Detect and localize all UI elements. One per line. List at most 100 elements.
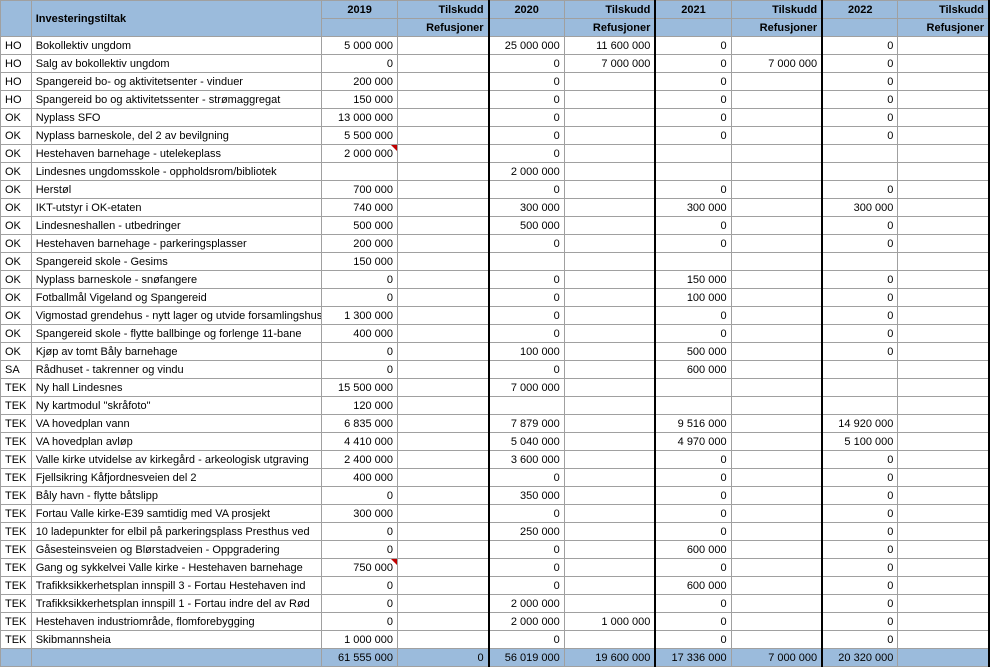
r2022-cell: [898, 271, 989, 289]
total-r2022: [898, 649, 989, 667]
dept-cell: OK: [1, 145, 32, 163]
dept-cell: OK: [1, 289, 32, 307]
r2021-cell: [731, 451, 822, 469]
dept-cell: TEK: [1, 415, 32, 433]
year-2019: 2019: [322, 1, 398, 19]
v2021-cell: 150 000: [655, 271, 731, 289]
v2020-cell: 350 000: [489, 487, 565, 505]
v2022-cell: 0: [822, 325, 898, 343]
r2019-cell: [398, 91, 489, 109]
name-cell: Trafikksikkerhetsplan innspill 3 - Forta…: [31, 577, 322, 595]
r2020-cell: [564, 523, 655, 541]
r2021-cell: [731, 541, 822, 559]
r2020-cell: [564, 91, 655, 109]
name-cell: Vigmostad grendehus - nytt lager og utvi…: [31, 307, 322, 325]
v2022-cell: 14 920 000: [822, 415, 898, 433]
r2019-cell: [398, 559, 489, 577]
table-row: OKNyplass barneskole - snøfangere00150 0…: [1, 271, 990, 289]
r2022-cell: [898, 523, 989, 541]
v2021-cell: 9 516 000: [655, 415, 731, 433]
r2019-cell: [398, 433, 489, 451]
v2019-cell: 700 000: [322, 181, 398, 199]
table-row: TEKGåsesteinsveien og Blørstadveien - Op…: [1, 541, 990, 559]
r2019-cell: [398, 55, 489, 73]
r2021-cell: [731, 505, 822, 523]
investment-table: Investeringstiltak 2019 Tilskudd 2020 Ti…: [0, 0, 990, 667]
name-cell: Gang og sykkelvei Valle kirke - Hestehav…: [31, 559, 322, 577]
v2019-cell: 0: [322, 577, 398, 595]
r2019-cell: [398, 415, 489, 433]
name-cell: Hestehaven barnehage - utelekeplass: [31, 145, 322, 163]
r2021-cell: [731, 235, 822, 253]
v2020-cell: 0: [489, 55, 565, 73]
sub2-2021: Refusjoner: [731, 19, 822, 37]
dept-cell: TEK: [1, 451, 32, 469]
r2019-cell: [398, 289, 489, 307]
name-cell: Nyplass SFO: [31, 109, 322, 127]
v2020-cell: [489, 397, 565, 415]
v2022-cell: 0: [822, 127, 898, 145]
r2021-cell: [731, 91, 822, 109]
v2022-cell: 0: [822, 109, 898, 127]
v2019-cell: 740 000: [322, 199, 398, 217]
v2020-cell: 2 000 000: [489, 163, 565, 181]
v2021-cell: 0: [655, 307, 731, 325]
v2022-cell: 0: [822, 577, 898, 595]
r2020-cell: [564, 307, 655, 325]
r2019-cell: [398, 577, 489, 595]
v2022-cell: 0: [822, 37, 898, 55]
r2022-cell: [898, 91, 989, 109]
r2019-cell: [398, 379, 489, 397]
table-row: OKVigmostad grendehus - nytt lager og ut…: [1, 307, 990, 325]
v2021-cell: 0: [655, 451, 731, 469]
r2022-cell: [898, 55, 989, 73]
name-cell: Spangereid bo og aktivitetssenter - strø…: [31, 91, 322, 109]
v2022-cell: 0: [822, 559, 898, 577]
dept-cell: HO: [1, 37, 32, 55]
r2022-cell: [898, 415, 989, 433]
year-2021: 2021: [655, 1, 731, 19]
name-cell: Ny hall Lindesnes: [31, 379, 322, 397]
r2022-cell: [898, 109, 989, 127]
dept-cell: TEK: [1, 397, 32, 415]
r2021-cell: [731, 37, 822, 55]
r2021-cell: [731, 577, 822, 595]
v2020-cell: 0: [489, 631, 565, 649]
v2019-cell: 400 000: [322, 469, 398, 487]
r2021-cell: [731, 253, 822, 271]
v2021-cell: 500 000: [655, 343, 731, 361]
v2020-cell: 0: [489, 145, 565, 163]
v2019-cell: 0: [322, 343, 398, 361]
name-cell: VA hovedplan vann: [31, 415, 322, 433]
total-r2021: 7 000 000: [731, 649, 822, 667]
dept-cell: TEK: [1, 541, 32, 559]
v2021-cell: 0: [655, 91, 731, 109]
v2019-cell: 400 000: [322, 325, 398, 343]
r2020-cell: [564, 451, 655, 469]
v2022-cell: 0: [822, 343, 898, 361]
v2022-cell: 0: [822, 73, 898, 91]
total-2019: 61 555 000: [322, 649, 398, 667]
r2019-cell: [398, 595, 489, 613]
table-row: HOSpangereid bo- og aktivitetsenter - vi…: [1, 73, 990, 91]
r2022-cell: [898, 451, 989, 469]
r2021-cell: [731, 181, 822, 199]
r2020-cell: [564, 325, 655, 343]
v2019-cell: 0: [322, 595, 398, 613]
r2019-cell: [398, 469, 489, 487]
r2019-cell: [398, 397, 489, 415]
v2020-cell: 0: [489, 541, 565, 559]
v2021-cell: 0: [655, 181, 731, 199]
r2019-cell: [398, 451, 489, 469]
r2019-cell: [398, 325, 489, 343]
name-cell: IKT-utstyr i OK-etaten: [31, 199, 322, 217]
r2022-cell: [898, 73, 989, 91]
v2019-cell: 0: [322, 289, 398, 307]
v2021-cell: 0: [655, 55, 731, 73]
sub1-2019: Tilskudd: [398, 1, 489, 19]
r2021-cell: [731, 145, 822, 163]
r2020-cell: [564, 469, 655, 487]
name-cell: Herstøl: [31, 181, 322, 199]
v2021-cell: 600 000: [655, 361, 731, 379]
v2022-cell: 0: [822, 469, 898, 487]
